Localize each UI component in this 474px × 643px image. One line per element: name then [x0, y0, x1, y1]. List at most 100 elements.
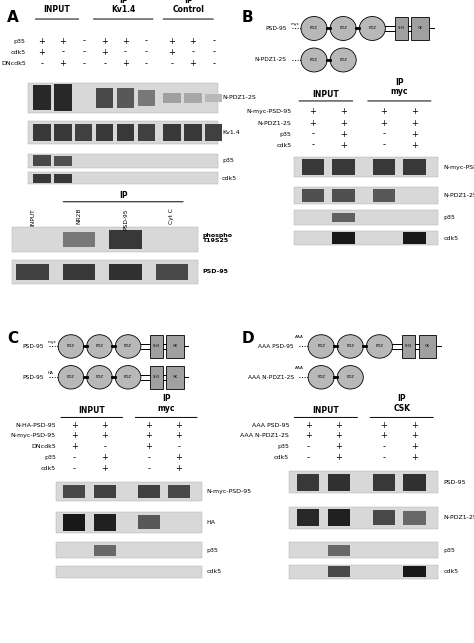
Text: +: + [59, 37, 66, 46]
Text: INPUT: INPUT [79, 406, 105, 415]
Text: -: - [212, 37, 215, 46]
Text: +: + [305, 431, 311, 440]
Bar [328, 545, 350, 556]
Bar [297, 509, 319, 526]
Text: -: - [82, 48, 85, 57]
Text: Kv1.4: Kv1.4 [222, 130, 240, 135]
Text: p35: p35 [277, 444, 289, 449]
Text: HA: HA [48, 371, 54, 375]
Bar [96, 87, 113, 108]
Text: cdk5: cdk5 [443, 569, 458, 574]
Text: p35: p35 [443, 215, 455, 220]
Bar [93, 545, 116, 556]
Text: +: + [310, 118, 316, 127]
Text: INPUT: INPUT [30, 208, 35, 226]
Text: +: + [146, 442, 152, 451]
Text: +: + [336, 431, 342, 440]
Text: -: - [61, 48, 64, 57]
Bar [138, 516, 160, 529]
Text: AAA N-PDZ1-2S: AAA N-PDZ1-2S [240, 433, 289, 439]
Text: -: - [73, 464, 76, 473]
Bar [16, 264, 49, 280]
Text: myc: myc [48, 340, 56, 344]
Text: DNcdk5: DNcdk5 [31, 444, 56, 449]
Text: p35: p35 [280, 132, 292, 136]
Text: PDZ: PDZ [95, 345, 103, 349]
Ellipse shape [115, 335, 141, 358]
Bar [33, 174, 51, 183]
Bar [289, 507, 438, 529]
Text: +: + [381, 421, 387, 430]
Text: +: + [71, 431, 78, 440]
Text: INPUT: INPUT [44, 5, 70, 14]
Bar [294, 231, 438, 245]
Bar [403, 159, 426, 175]
Text: A: A [7, 10, 19, 24]
Text: -: - [383, 442, 385, 451]
Text: -: - [191, 48, 194, 57]
Text: +: + [122, 37, 129, 46]
Text: +: + [169, 37, 175, 46]
Text: DNcdk5: DNcdk5 [1, 60, 26, 66]
Text: +: + [190, 59, 196, 68]
Text: +: + [411, 118, 418, 127]
Text: +: + [411, 431, 418, 440]
Text: -: - [383, 453, 385, 462]
Bar [184, 93, 201, 102]
Bar [28, 83, 219, 113]
Text: PSD-95: PSD-95 [265, 26, 287, 31]
Bar [75, 124, 92, 141]
Text: -: - [103, 442, 106, 451]
Text: PDZ: PDZ [339, 26, 347, 30]
Bar [56, 566, 202, 578]
Text: N-PDZ1-2S: N-PDZ1-2S [255, 57, 287, 62]
Text: IP
Kv1.4: IP Kv1.4 [111, 0, 135, 14]
Text: -: - [124, 48, 127, 57]
Text: N-PDZ1-2S: N-PDZ1-2S [443, 515, 474, 520]
Bar [289, 471, 438, 493]
Bar [328, 566, 350, 577]
Text: PDZ: PDZ [310, 26, 318, 30]
Bar [289, 565, 438, 579]
Text: PDZ: PDZ [67, 345, 75, 349]
Text: cdk5: cdk5 [207, 569, 222, 574]
Text: +: + [101, 48, 108, 57]
Ellipse shape [337, 335, 363, 358]
Text: +: + [122, 59, 129, 68]
Bar [297, 474, 319, 491]
Text: PDZ: PDZ [310, 58, 318, 62]
Text: +: + [340, 118, 347, 127]
Bar [168, 485, 190, 498]
Bar [328, 474, 350, 491]
Text: N-myc-PSD-95: N-myc-PSD-95 [443, 165, 474, 170]
Text: +: + [381, 118, 387, 127]
Text: +: + [336, 453, 342, 462]
Text: D: D [242, 331, 255, 346]
Bar [138, 90, 155, 105]
Bar [109, 264, 142, 280]
Text: -: - [147, 464, 150, 473]
Text: cdk5: cdk5 [443, 235, 458, 240]
Text: cdk5: cdk5 [276, 143, 292, 147]
Text: p35: p35 [207, 548, 219, 552]
Text: SH3: SH3 [398, 26, 405, 30]
Text: cdk5: cdk5 [10, 50, 26, 55]
Text: -: - [212, 48, 215, 57]
Text: +: + [411, 129, 418, 138]
Text: +: + [305, 421, 311, 430]
Text: PSD-95: PSD-95 [123, 208, 128, 230]
Bar [117, 87, 134, 108]
Bar [301, 189, 324, 202]
Bar [294, 157, 438, 177]
Bar [56, 543, 202, 558]
Bar [54, 156, 72, 165]
Bar [411, 17, 429, 41]
Bar [403, 511, 426, 525]
Text: +: + [175, 453, 182, 462]
Text: PDZ: PDZ [375, 345, 383, 349]
Bar [332, 233, 355, 244]
Text: AAA PSD-95: AAA PSD-95 [252, 422, 289, 428]
Text: PSD-95: PSD-95 [443, 480, 465, 485]
Text: AAA: AAA [295, 335, 304, 339]
Bar [163, 124, 181, 141]
